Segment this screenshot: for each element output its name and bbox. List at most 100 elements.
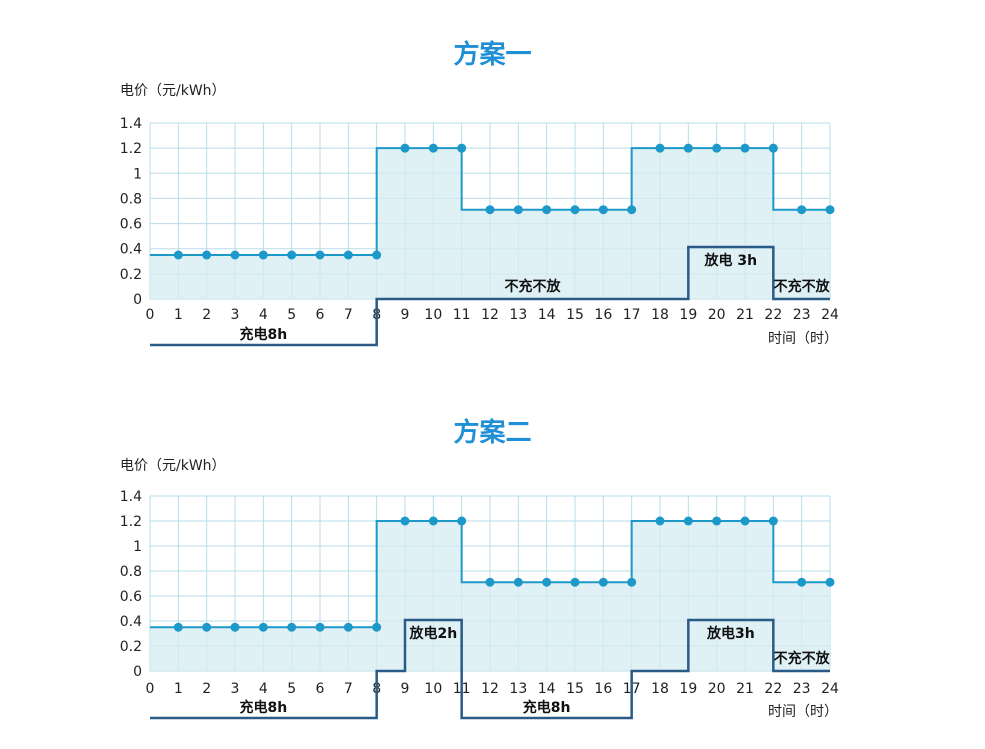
price-point <box>457 516 467 526</box>
price-point <box>230 622 240 632</box>
x-tick-label: 2 <box>202 681 211 697</box>
price-point <box>287 250 297 260</box>
price-point <box>712 516 722 526</box>
price-point <box>825 205 835 215</box>
x-tick-label: 13 <box>509 681 527 697</box>
price-area <box>150 148 830 299</box>
schedule-label: 充电8h <box>239 326 287 343</box>
price-point <box>570 205 580 215</box>
y-tick-label: 0.2 <box>120 639 142 655</box>
price-point <box>173 250 183 260</box>
y-tick-label: 1 <box>133 539 142 555</box>
x-tick-label: 21 <box>736 307 754 323</box>
x-tick-label: 7 <box>344 307 353 323</box>
price-point <box>428 516 438 526</box>
y-tick-label: 0.6 <box>120 589 142 605</box>
x-tick-label: 19 <box>679 681 697 697</box>
x-tick-label: 5 <box>287 681 296 697</box>
price-point <box>655 143 665 153</box>
price-point <box>598 205 608 215</box>
price-point <box>542 205 552 215</box>
x-tick-label: 14 <box>538 307 556 323</box>
x-tick-label: 20 <box>708 681 726 697</box>
price-point <box>485 577 495 587</box>
x-tick-label: 12 <box>481 307 499 323</box>
schedule-label: 不充不放 <box>774 278 831 295</box>
x-tick-label: 5 <box>287 307 296 323</box>
price-point <box>315 622 325 632</box>
x-tick-label: 9 <box>401 681 410 697</box>
y-tick-label: 0.8 <box>120 191 142 207</box>
price-point <box>258 622 268 632</box>
price-point <box>768 516 778 526</box>
x-tick-label: 4 <box>259 307 268 323</box>
x-tick-label: 1 <box>174 307 183 323</box>
schedule-label: 放电 3h <box>704 252 758 269</box>
price-point <box>513 577 523 587</box>
y-tick-label: 1.4 <box>120 489 142 505</box>
price-area <box>150 521 830 671</box>
x-tick-label: 19 <box>679 307 697 323</box>
x-tick-label: 10 <box>424 307 442 323</box>
x-tick-label: 16 <box>594 681 612 697</box>
schedule-label: 充电8h <box>523 699 571 716</box>
schedule-label: 不充不放 <box>774 650 831 667</box>
x-tick-label: 11 <box>453 307 471 323</box>
price-point <box>627 577 637 587</box>
price-point <box>173 622 183 632</box>
x-tick-label: 2 <box>202 307 211 323</box>
price-point <box>825 577 835 587</box>
price-point <box>570 577 580 587</box>
y-tick-label: 0.8 <box>120 564 142 580</box>
y-tick-label: 0.6 <box>120 217 142 233</box>
price-point <box>598 577 608 587</box>
charge-schedule-line <box>150 618 830 720</box>
x-tick-label: 1 <box>174 681 183 697</box>
x-axis-label: 时间（时） <box>768 331 838 347</box>
price-point <box>768 143 778 153</box>
x-tick-label: 3 <box>231 681 240 697</box>
schedule-label: 放电3h <box>706 625 755 642</box>
y-tick-label: 0.4 <box>120 242 142 258</box>
chart-1-title: 方案一 <box>453 40 532 70</box>
x-tick-label: 14 <box>538 681 556 697</box>
x-tick-label: 23 <box>793 307 811 323</box>
y-tick-label: 1.2 <box>120 141 142 157</box>
schedule-label: 充电8h <box>239 699 287 716</box>
price-point <box>797 577 807 587</box>
y-tick-label: 1.4 <box>120 116 142 132</box>
x-tick-label: 20 <box>708 307 726 323</box>
charge-schedule-line <box>150 245 830 347</box>
y-tick-label: 0 <box>133 292 142 308</box>
price-point <box>485 205 495 215</box>
price-point <box>202 622 212 632</box>
x-tick-label: 24 <box>821 681 839 697</box>
price-point <box>315 250 325 260</box>
y-tick-label: 0.2 <box>120 267 142 283</box>
x-tick-label: 22 <box>764 681 782 697</box>
x-tick-label: 16 <box>594 307 612 323</box>
x-tick-label: 17 <box>623 307 641 323</box>
x-tick-label: 9 <box>401 307 410 323</box>
y-tick-label: 1.2 <box>120 514 142 530</box>
y-tick-label: 1 <box>133 166 142 182</box>
price-point <box>230 250 240 260</box>
x-tick-label: 18 <box>651 681 669 697</box>
price-point <box>797 205 807 215</box>
chart-2-y-axis-label: 电价（元/kWh） <box>120 458 226 474</box>
x-tick-label: 6 <box>316 307 325 323</box>
y-tick-label: 0 <box>133 664 142 680</box>
price-point <box>712 143 722 153</box>
price-point <box>372 250 382 260</box>
price-point <box>683 143 693 153</box>
x-tick-label: 21 <box>736 681 754 697</box>
price-point <box>655 516 665 526</box>
schedule-label: 放电2h <box>408 625 457 642</box>
x-tick-label: 12 <box>481 681 499 697</box>
x-tick-label: 23 <box>793 681 811 697</box>
x-tick-label: 3 <box>231 307 240 323</box>
price-point <box>683 516 693 526</box>
price-point <box>202 250 212 260</box>
x-tick-label: 6 <box>316 681 325 697</box>
